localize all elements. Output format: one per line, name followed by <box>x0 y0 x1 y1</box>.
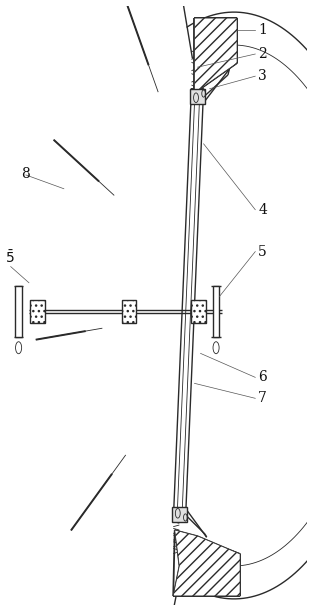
Bar <box>122 300 136 323</box>
Bar <box>15 286 22 337</box>
Bar <box>213 286 219 337</box>
Text: 1: 1 <box>258 23 267 37</box>
Text: 4: 4 <box>258 203 267 217</box>
Polygon shape <box>173 89 204 522</box>
Text: 3: 3 <box>258 69 267 83</box>
Text: 8: 8 <box>21 167 30 181</box>
Bar <box>192 300 206 323</box>
Text: 7: 7 <box>258 391 267 405</box>
Polygon shape <box>173 530 240 596</box>
Polygon shape <box>194 18 237 93</box>
Bar <box>190 89 205 104</box>
Bar <box>172 507 187 522</box>
Bar <box>192 300 206 323</box>
Bar <box>30 300 45 323</box>
Text: 6: 6 <box>258 370 267 384</box>
Bar <box>122 300 136 323</box>
Text: $\bar{5}$: $\bar{5}$ <box>5 249 14 266</box>
Polygon shape <box>173 530 240 596</box>
Bar <box>30 300 45 323</box>
Text: 2: 2 <box>258 47 267 61</box>
Polygon shape <box>194 18 237 93</box>
Text: 5: 5 <box>258 244 267 258</box>
